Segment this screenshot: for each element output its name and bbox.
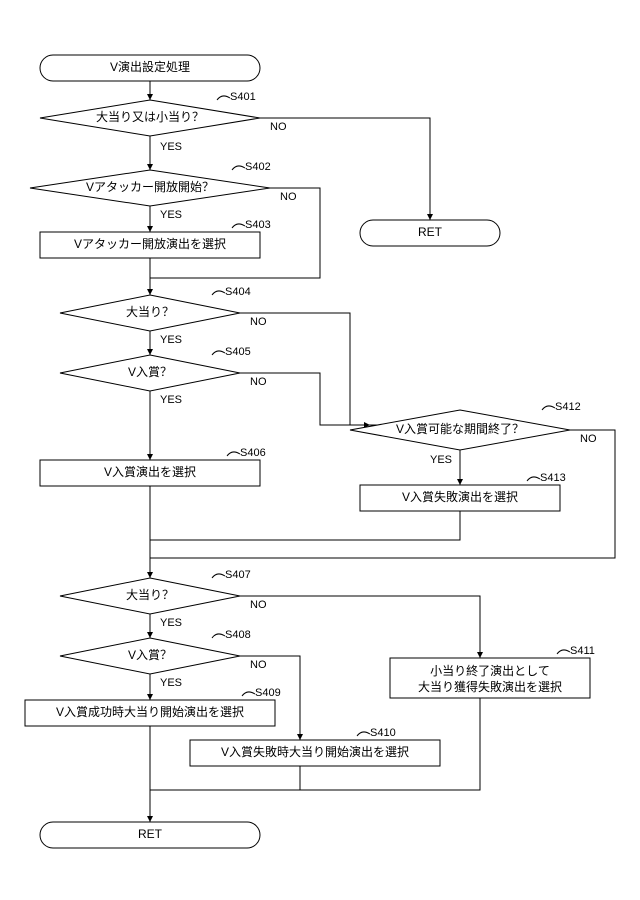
ret-bottom-node: RET xyxy=(40,822,260,848)
edge xyxy=(150,766,300,790)
svg-text:YES: YES xyxy=(160,334,182,346)
svg-text:S401: S401 xyxy=(230,91,256,103)
svg-text:YES: YES xyxy=(160,394,182,406)
svg-text:YES: YES xyxy=(160,209,182,221)
svg-text:NO: NO xyxy=(250,599,267,611)
svg-text:大当り又は小当り？: 大当り又は小当り？ xyxy=(96,110,204,124)
svg-text:S404: S404 xyxy=(225,286,251,298)
s408-node: V入賞？ S408 xyxy=(60,629,251,674)
svg-text:S407: S407 xyxy=(225,569,251,581)
s413-node: V入賞失敗演出を選択 S413 xyxy=(360,472,566,511)
svg-text:S411: S411 xyxy=(570,645,595,657)
svg-text:S403: S403 xyxy=(245,219,271,231)
s406-node: V入賞演出を選択 S406 xyxy=(40,447,266,486)
svg-text:YES: YES xyxy=(160,617,182,629)
svg-text:S412: S412 xyxy=(555,401,581,413)
svg-text:V入賞失敗演出を選択: V入賞失敗演出を選択 xyxy=(402,489,518,504)
svg-text:YES: YES xyxy=(430,454,452,466)
s411-node: 小当り終了演出として 大当り獲得失敗演出を選択 S411 xyxy=(390,645,595,698)
svg-text:NO: NO xyxy=(250,316,267,328)
start-label: V演出設定処理 xyxy=(110,59,190,74)
yes-label: YES xyxy=(160,141,182,153)
no-label: NO xyxy=(270,121,287,133)
start-node: V演出設定処理 xyxy=(40,55,260,81)
svg-text:RET: RET xyxy=(418,225,443,239)
svg-text:NO: NO xyxy=(280,191,297,203)
s404-node: 大当り？ S404 xyxy=(60,286,251,331)
svg-text:S405: S405 xyxy=(225,346,251,358)
svg-text:RET: RET xyxy=(138,827,163,841)
s411-line1: 小当り終了演出として xyxy=(430,663,550,678)
svg-text:NO: NO xyxy=(250,376,267,388)
svg-text:S413: S413 xyxy=(540,472,566,484)
svg-text:YES: YES xyxy=(160,677,182,689)
ret-top-node: RET xyxy=(360,220,500,246)
edge xyxy=(240,313,430,425)
svg-text:V入賞可能な期間終了？: V入賞可能な期間終了？ xyxy=(396,421,524,436)
s403-node: Vアタッカー開放演出を選択 S403 xyxy=(40,219,271,258)
svg-text:NO: NO xyxy=(250,659,267,671)
s409-node: V入賞成功時大当り開始演出を選択 S409 xyxy=(25,687,281,726)
svg-text:S409: S409 xyxy=(255,687,281,699)
edge xyxy=(150,511,460,540)
edge xyxy=(240,596,480,658)
svg-text:S408: S408 xyxy=(225,629,251,641)
svg-text:V入賞演出を選択: V入賞演出を選択 xyxy=(104,464,196,479)
svg-text:大当り？: 大当り？ xyxy=(126,305,174,319)
edge xyxy=(260,118,430,220)
svg-text:大当り？: 大当り？ xyxy=(126,588,174,602)
s407-node: 大当り？ S407 xyxy=(60,569,251,614)
svg-text:NO: NO xyxy=(580,433,597,445)
s411-line2: 大当り獲得失敗演出を選択 xyxy=(418,679,562,694)
svg-text:S402: S402 xyxy=(245,161,271,173)
s405-node: V入賞？ S405 xyxy=(60,346,251,391)
svg-text:S406: S406 xyxy=(240,447,266,459)
svg-text:Vアタッカー開放演出を選択: Vアタッカー開放演出を選択 xyxy=(74,236,226,251)
svg-text:V入賞？: V入賞？ xyxy=(128,648,172,662)
svg-text:V入賞？: V入賞？ xyxy=(128,365,172,379)
svg-text:S410: S410 xyxy=(370,727,396,739)
svg-text:Vアタッカー開放開始？: Vアタッカー開放開始？ xyxy=(86,179,214,194)
svg-text:V入賞失敗時大当り開始演出を選択: V入賞失敗時大当り開始演出を選択 xyxy=(221,744,409,759)
s412-node: V入賞可能な期間終了？ S412 xyxy=(350,401,581,450)
s410-node: V入賞失敗時大当り開始演出を選択 S410 xyxy=(190,727,440,766)
svg-text:V入賞成功時大当り開始演出を選択: V入賞成功時大当り開始演出を選択 xyxy=(56,704,244,719)
